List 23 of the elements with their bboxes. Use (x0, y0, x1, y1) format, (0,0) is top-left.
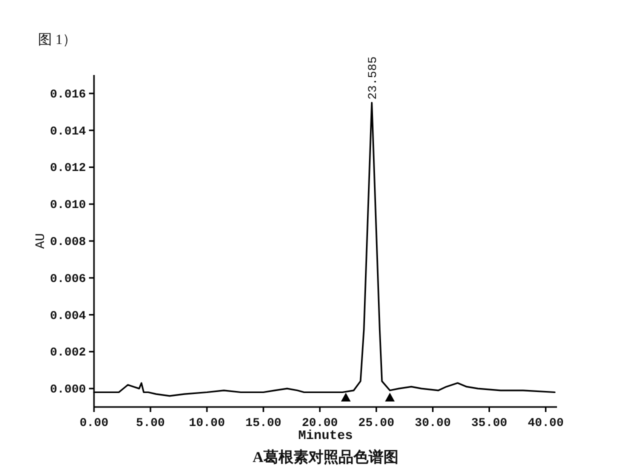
y-tick-label: 0.010 (50, 198, 86, 212)
y-tick-label: 0.016 (50, 87, 86, 102)
text: A葛根素对照品色谱图 (252, 448, 398, 466)
x-tick-label: 0.00 (80, 416, 108, 430)
y-tick-label: 0.014 (50, 124, 86, 138)
y-tick-label: 0.000 (50, 382, 86, 397)
x-tick-label: 35.00 (471, 416, 508, 430)
x-tick-label: 15.00 (245, 416, 282, 430)
x-tick-label: 5.00 (136, 416, 165, 430)
chart-title: 图 1） (38, 33, 76, 48)
y-tick-label: 0.006 (50, 272, 86, 286)
x-tick-label: 30.00 (414, 416, 451, 430)
x-axis-title: Minutes (298, 428, 354, 443)
y-tick-label: 0.002 (50, 346, 86, 360)
x-tick-label: 25.00 (358, 416, 394, 430)
annotation: 23.585 (366, 56, 380, 100)
y-tick-label: 0.012 (50, 161, 86, 176)
x-tick-label: 10.00 (188, 416, 225, 430)
x-tick-label: 20.00 (302, 416, 338, 430)
y-tick-label: 0.008 (50, 235, 86, 249)
y-tick-label: 0.004 (50, 308, 86, 323)
y-axis-title: AU (33, 233, 48, 249)
x-tick-label: 40.00 (528, 416, 564, 430)
